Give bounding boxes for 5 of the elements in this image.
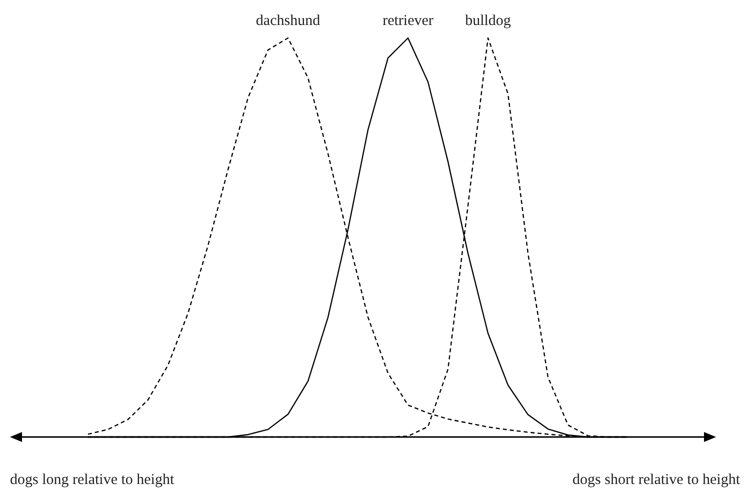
text: dogs short relative to height [572, 472, 740, 489]
series-label: retriever [382, 13, 434, 29]
series-label: dachshund [256, 13, 321, 29]
series-label: bulldog [465, 13, 512, 29]
text: dogs long relative to height [10, 472, 174, 489]
